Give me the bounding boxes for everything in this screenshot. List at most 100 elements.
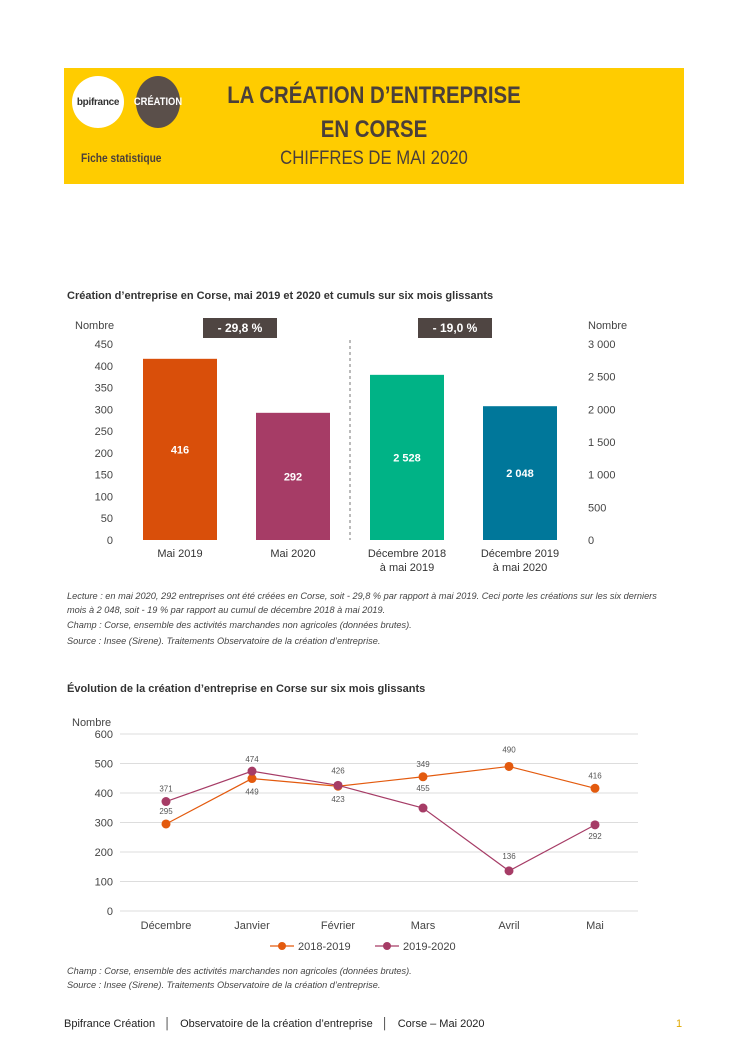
line-chart: Nombre 0 100 200 300 400 500 600 Décembre Janvier…: [72, 717, 638, 953]
y-tick-right: 1 000: [588, 470, 616, 482]
data-label: 423: [331, 795, 345, 804]
change-badge: [203, 318, 277, 338]
y-tick-right: 1 500: [588, 437, 616, 449]
doc-label: Fiche statistique: [81, 151, 162, 165]
x-tick-label: Décembre 2019: [481, 548, 559, 560]
data-point: [247, 774, 257, 784]
chart1-champ: Champ : Corse, ensemble des activités ma…: [67, 620, 412, 630]
data-label: 292: [588, 832, 602, 841]
data-point: [418, 803, 428, 813]
y-tick-left: 350: [95, 383, 113, 395]
data-point: [333, 780, 343, 790]
chart2-champ: Champ : Corse, ensemble des activités ma…: [67, 966, 412, 976]
bar: [483, 406, 557, 540]
data-point: [590, 820, 600, 830]
y-tick-right: 500: [588, 502, 606, 514]
y-tick: 100: [95, 877, 113, 889]
y-tick-left: 0: [107, 535, 113, 547]
creation-logo: CRÉATION: [134, 76, 182, 128]
x-tick-label: Mai: [586, 920, 604, 932]
data-label: 371: [159, 785, 173, 794]
y-tick-left: 250: [95, 426, 113, 438]
data-point: [161, 819, 171, 829]
x-tick-label: Mai 2019: [157, 548, 202, 560]
bar-value-label: 2 528: [393, 452, 421, 464]
y-tick-right: 2 500: [588, 372, 616, 384]
data-label: 474: [245, 755, 259, 764]
bar-chart: Nombre Nombre 0 50 100 150 200 250 300 350 400 450 0…: [75, 318, 627, 574]
bpifrance-logo: bpifrance: [72, 76, 124, 128]
page-number: 1: [676, 1018, 683, 1030]
data-label: 416: [588, 771, 602, 780]
chart2-title: Évolution de la création d’entreprise en…: [67, 683, 426, 695]
footer-org: Bpifrance Création: [64, 1018, 156, 1030]
y-tick-left: 300: [95, 404, 113, 416]
legend-label: 2019-2020: [403, 941, 456, 953]
footer-observatory: Observatoire de la création d’entreprise: [180, 1018, 373, 1030]
data-label: 455: [416, 784, 430, 793]
chart1-title: Création d’entreprise en Corse, mai 2019…: [67, 290, 494, 302]
bar: [370, 374, 444, 540]
x-tick-label: Décembre: [141, 920, 192, 932]
data-label: 490: [502, 745, 516, 754]
chart1-lecture: Lecture : en mai 2020, 292 entreprises o…: [67, 591, 657, 615]
legend-label: 2018-2019: [298, 941, 351, 953]
change-badge-text: - 29,8 %: [218, 321, 263, 335]
data-point: [247, 766, 257, 776]
chart1-source: Source : Insee (Sirene). Traitements Obs…: [67, 636, 381, 646]
data-label: 426: [331, 766, 345, 775]
x-tick-label: Mars: [411, 920, 436, 932]
series-line-2018-2019: [165, 765, 596, 825]
data-point: [504, 761, 514, 771]
series-line-2019-2020: [165, 770, 596, 872]
data-label: 295: [159, 807, 173, 816]
y-tick-left: 150: [95, 470, 113, 482]
y-tick: 300: [95, 818, 113, 830]
x-tick-label: Avril: [498, 920, 519, 932]
data-point: [418, 772, 428, 782]
y-axis-left-label: Nombre: [75, 320, 114, 332]
y-tick-right: 3 000: [588, 339, 616, 351]
legend-marker: [278, 942, 286, 950]
y-tick: 600: [95, 729, 113, 741]
bar-value-label: 2 048: [506, 468, 534, 480]
page-title-line1: LA CRÉATION D’ENTREPRISE: [227, 82, 521, 109]
y-axis-label: Nombre: [72, 717, 111, 729]
data-label: 449: [245, 788, 259, 797]
y-tick-right: 2 000: [588, 404, 616, 416]
data-label: 349: [416, 760, 430, 769]
chart2-source: Source : Insee (Sirene). Traitements Obs…: [67, 980, 381, 990]
y-tick: 0: [107, 906, 113, 918]
header-banner: bpifrance CRÉATION Fiche statistique LA …: [64, 68, 684, 184]
x-tick-label: Mai 2020: [270, 548, 315, 560]
y-tick-right: 0: [588, 535, 594, 547]
bar-value-label: 292: [284, 471, 302, 483]
data-point: [590, 783, 600, 793]
y-tick: 200: [95, 847, 113, 859]
x-tick-label: Février: [321, 920, 356, 932]
bar: [143, 358, 217, 540]
footer-region: Corse – Mai 2020: [397, 1018, 485, 1030]
y-tick-left: 50: [101, 513, 113, 525]
bar: [256, 412, 330, 540]
y-axis-right-label: Nombre: [588, 320, 627, 332]
page-title-line2: EN CORSE: [320, 116, 428, 143]
y-tick-left: 100: [95, 491, 113, 503]
y-tick-left: 400: [95, 361, 113, 373]
bar-value-label: 416: [171, 444, 189, 456]
x-tick-label: Janvier: [234, 920, 270, 932]
x-tick-label: Décembre 2018: [368, 548, 446, 560]
x-tick-label: à mai 2020: [493, 562, 547, 574]
y-tick-left: 450: [95, 339, 113, 351]
data-point: [161, 797, 171, 807]
data-point: [504, 866, 514, 876]
change-badge-text: - 19,0 %: [433, 321, 478, 335]
y-tick: 400: [95, 788, 113, 800]
page-subtitle: CHIFFRES DE MAI 2020: [280, 148, 468, 169]
data-label: 136: [502, 852, 516, 861]
y-tick-left: 200: [95, 448, 113, 460]
footer: Bpifrance Création │ Observatoire de la …: [64, 1018, 485, 1030]
change-badge: [418, 318, 492, 338]
legend-marker: [383, 942, 391, 950]
